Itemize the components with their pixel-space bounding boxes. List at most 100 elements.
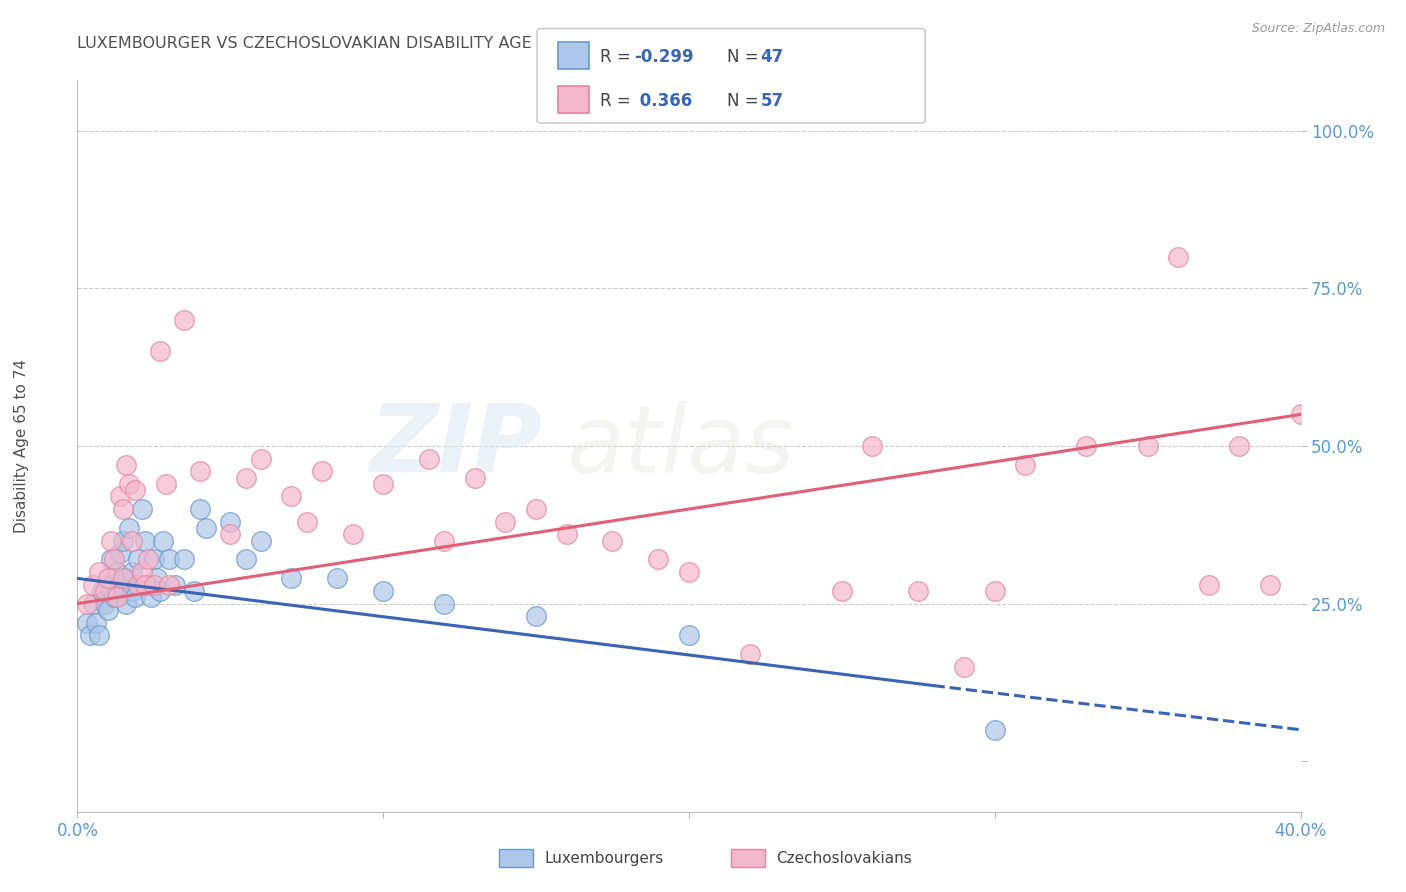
Point xyxy=(97,578,120,592)
Text: 47: 47 xyxy=(761,48,785,66)
Point xyxy=(678,628,700,642)
Point xyxy=(118,476,141,491)
Point xyxy=(1198,578,1220,592)
Point xyxy=(295,515,318,529)
Point xyxy=(219,527,242,541)
Point xyxy=(433,597,456,611)
Point xyxy=(219,515,242,529)
Point xyxy=(418,451,440,466)
Point xyxy=(1167,250,1189,264)
Point xyxy=(127,578,149,592)
Point xyxy=(155,476,177,491)
Point xyxy=(464,470,486,484)
Point xyxy=(84,615,107,630)
Text: -0.299: -0.299 xyxy=(634,48,693,66)
Point xyxy=(94,584,117,599)
Point xyxy=(188,464,211,478)
Point xyxy=(194,521,217,535)
Point xyxy=(907,584,929,599)
Point xyxy=(173,313,195,327)
Text: Disability Age 65 to 74: Disability Age 65 to 74 xyxy=(14,359,28,533)
Text: Luxembourgers: Luxembourgers xyxy=(544,851,664,865)
Point xyxy=(235,470,257,484)
Point xyxy=(1229,439,1251,453)
Point xyxy=(105,565,128,579)
Point xyxy=(524,502,547,516)
Text: N =: N = xyxy=(727,92,763,110)
Point xyxy=(173,552,195,566)
Point xyxy=(146,571,169,585)
Point xyxy=(984,584,1007,599)
Point xyxy=(235,552,257,566)
Point xyxy=(94,597,117,611)
Point xyxy=(555,527,578,541)
Point xyxy=(250,533,273,548)
Text: ZIP: ZIP xyxy=(370,400,543,492)
Point xyxy=(342,527,364,541)
Point xyxy=(136,552,159,566)
Point xyxy=(82,578,104,592)
Point xyxy=(134,578,156,592)
Point xyxy=(76,597,98,611)
Text: Czechoslovakians: Czechoslovakians xyxy=(776,851,912,865)
Point xyxy=(97,603,120,617)
Point xyxy=(953,659,976,673)
Point xyxy=(105,591,128,605)
Point xyxy=(984,723,1007,737)
Point xyxy=(149,584,172,599)
Point xyxy=(602,533,624,548)
Point xyxy=(121,584,143,599)
Point xyxy=(103,591,125,605)
Point xyxy=(90,584,112,599)
Point xyxy=(280,571,302,585)
Point xyxy=(311,464,333,478)
Point xyxy=(495,515,517,529)
Point xyxy=(371,476,394,491)
Point xyxy=(647,552,669,566)
Point xyxy=(112,502,135,516)
Point xyxy=(142,552,165,566)
Text: LUXEMBOURGER VS CZECHOSLOVAKIAN DISABILITY AGE 65 TO 74 CORRELATION CHART: LUXEMBOURGER VS CZECHOSLOVAKIAN DISABILI… xyxy=(77,36,789,51)
Point xyxy=(1076,439,1098,453)
Point xyxy=(157,578,180,592)
Point xyxy=(142,578,165,592)
Text: 0.366: 0.366 xyxy=(634,92,692,110)
Point xyxy=(112,584,135,599)
Point xyxy=(165,578,187,592)
Point xyxy=(127,552,149,566)
Point xyxy=(79,628,101,642)
Point xyxy=(118,521,141,535)
Point xyxy=(121,565,143,579)
Point xyxy=(115,571,138,585)
Point xyxy=(250,451,273,466)
Point xyxy=(108,546,131,560)
Point xyxy=(149,344,172,359)
Point xyxy=(108,490,131,504)
Point xyxy=(524,609,547,624)
Point xyxy=(103,552,125,566)
Point xyxy=(100,533,122,548)
Text: Source: ZipAtlas.com: Source: ZipAtlas.com xyxy=(1251,22,1385,36)
Point xyxy=(76,615,98,630)
Point xyxy=(97,571,120,585)
Point xyxy=(1320,124,1343,138)
Point xyxy=(1136,439,1159,453)
Point xyxy=(157,552,180,566)
Point xyxy=(115,458,138,472)
Point xyxy=(326,571,349,585)
Text: atlas: atlas xyxy=(567,401,794,491)
Point xyxy=(112,533,135,548)
Point xyxy=(1014,458,1036,472)
Point xyxy=(100,552,122,566)
Point xyxy=(131,565,153,579)
Point xyxy=(740,647,762,661)
Point xyxy=(862,439,884,453)
Point xyxy=(678,565,700,579)
Point xyxy=(152,533,174,548)
Point xyxy=(131,502,153,516)
Text: 57: 57 xyxy=(761,92,783,110)
Point xyxy=(87,628,110,642)
Point xyxy=(1289,408,1312,422)
Point xyxy=(188,502,211,516)
Point xyxy=(1258,578,1281,592)
